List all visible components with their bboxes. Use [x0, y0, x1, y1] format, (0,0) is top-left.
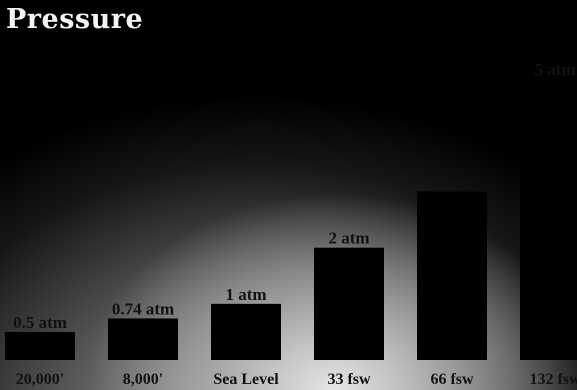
category-label-0: 20,000' [16, 371, 64, 388]
data-label-3: 2 atm [328, 229, 369, 248]
data-label-1: 0.74 atm [112, 299, 174, 318]
data-label-2: 1 atm [225, 285, 266, 304]
category-label-2: Sea Level [213, 371, 279, 388]
data-label-5: 5 atm [534, 60, 575, 79]
category-label-5: 132 fsw [529, 371, 577, 388]
bar-5 [520, 79, 577, 360]
chart-title: Pressure [6, 4, 144, 35]
bar-1 [108, 318, 178, 360]
bar-4 [417, 191, 487, 360]
category-label-1: 8,000' [123, 371, 163, 388]
category-label-4: 66 fsw [430, 371, 474, 388]
bar-0 [5, 331, 75, 360]
bar-2 [211, 303, 281, 360]
category-label-3: 33 fsw [327, 371, 371, 388]
bar-3 [314, 247, 384, 360]
data-label-0: 0.5 atm [13, 313, 67, 332]
data-label-4: 3 atm [431, 173, 472, 192]
